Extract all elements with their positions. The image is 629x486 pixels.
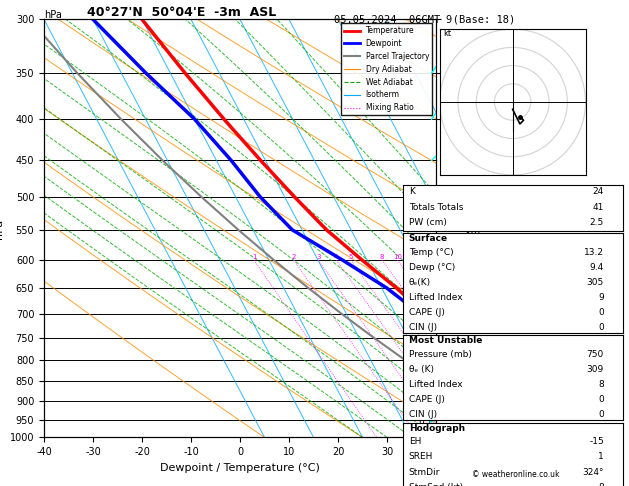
Text: 0: 0 [598,323,604,332]
Text: 8: 8 [380,254,384,260]
Text: θₑ (K): θₑ (K) [409,365,434,374]
Text: 1: 1 [252,254,256,260]
Text: LCL: LCL [418,419,433,428]
Text: SREH: SREH [409,452,433,462]
Text: 2.5: 2.5 [589,218,604,227]
Text: 2: 2 [291,254,296,260]
Text: Lifted Index: Lifted Index [409,380,462,389]
Text: Pressure (mb): Pressure (mb) [409,350,472,359]
Text: K: K [409,187,415,196]
Text: CIN (J): CIN (J) [409,323,437,332]
Text: 750: 750 [587,350,604,359]
Text: CAPE (J): CAPE (J) [409,395,445,404]
Text: Dewp (°C): Dewp (°C) [409,263,455,272]
Text: 4: 4 [334,254,338,260]
Text: CAPE (J): CAPE (J) [409,308,445,317]
Y-axis label: hPa: hPa [0,218,4,239]
Text: 3: 3 [316,254,321,260]
Text: StmDir: StmDir [409,468,440,477]
Text: © weatheronline.co.uk: © weatheronline.co.uk [472,469,560,479]
Text: 324°: 324° [582,468,604,477]
Text: 8: 8 [598,483,604,486]
Text: 0: 0 [598,308,604,317]
Text: 24: 24 [593,187,604,196]
Text: EH: EH [409,437,421,447]
Text: θₑ(K): θₑ(K) [409,278,431,287]
Text: Surface: Surface [409,234,448,243]
Text: Most Unstable: Most Unstable [409,336,482,346]
X-axis label: Dewpoint / Temperature (°C): Dewpoint / Temperature (°C) [160,463,320,473]
Text: Hodograph: Hodograph [409,424,465,433]
Text: -15: -15 [589,437,604,447]
Text: Temp (°C): Temp (°C) [409,248,454,257]
Text: 8: 8 [598,380,604,389]
Text: 0: 0 [598,395,604,404]
Text: Totals Totals: Totals Totals [409,203,463,212]
Y-axis label: km
ASL: km ASL [464,228,482,250]
Text: StmSpd (kt): StmSpd (kt) [409,483,463,486]
Text: CIN (J): CIN (J) [409,410,437,419]
Text: 15: 15 [422,254,431,260]
Text: 5: 5 [348,254,353,260]
Text: Lifted Index: Lifted Index [409,293,462,302]
Text: 1: 1 [598,452,604,462]
Text: 05.05.2024  06GMT  (Base: 18): 05.05.2024 06GMT (Base: 18) [334,15,515,25]
Text: PW (cm): PW (cm) [409,218,447,227]
Text: 10: 10 [393,254,402,260]
Legend: Temperature, Dewpoint, Parcel Trajectory, Dry Adiabat, Wet Adiabat, Isotherm, Mi: Temperature, Dewpoint, Parcel Trajectory… [341,23,432,115]
Text: 309: 309 [587,365,604,374]
Text: 9: 9 [598,293,604,302]
Title: 40°27'N  50°04'E  -3m  ASL: 40°27'N 50°04'E -3m ASL [87,6,276,19]
Text: kt: kt [443,30,452,38]
Text: 41: 41 [593,203,604,212]
Text: 13.2: 13.2 [584,248,604,257]
Text: 9.4: 9.4 [589,263,604,272]
Text: hPa: hPa [44,10,62,20]
Text: 305: 305 [587,278,604,287]
Text: 0: 0 [598,410,604,419]
